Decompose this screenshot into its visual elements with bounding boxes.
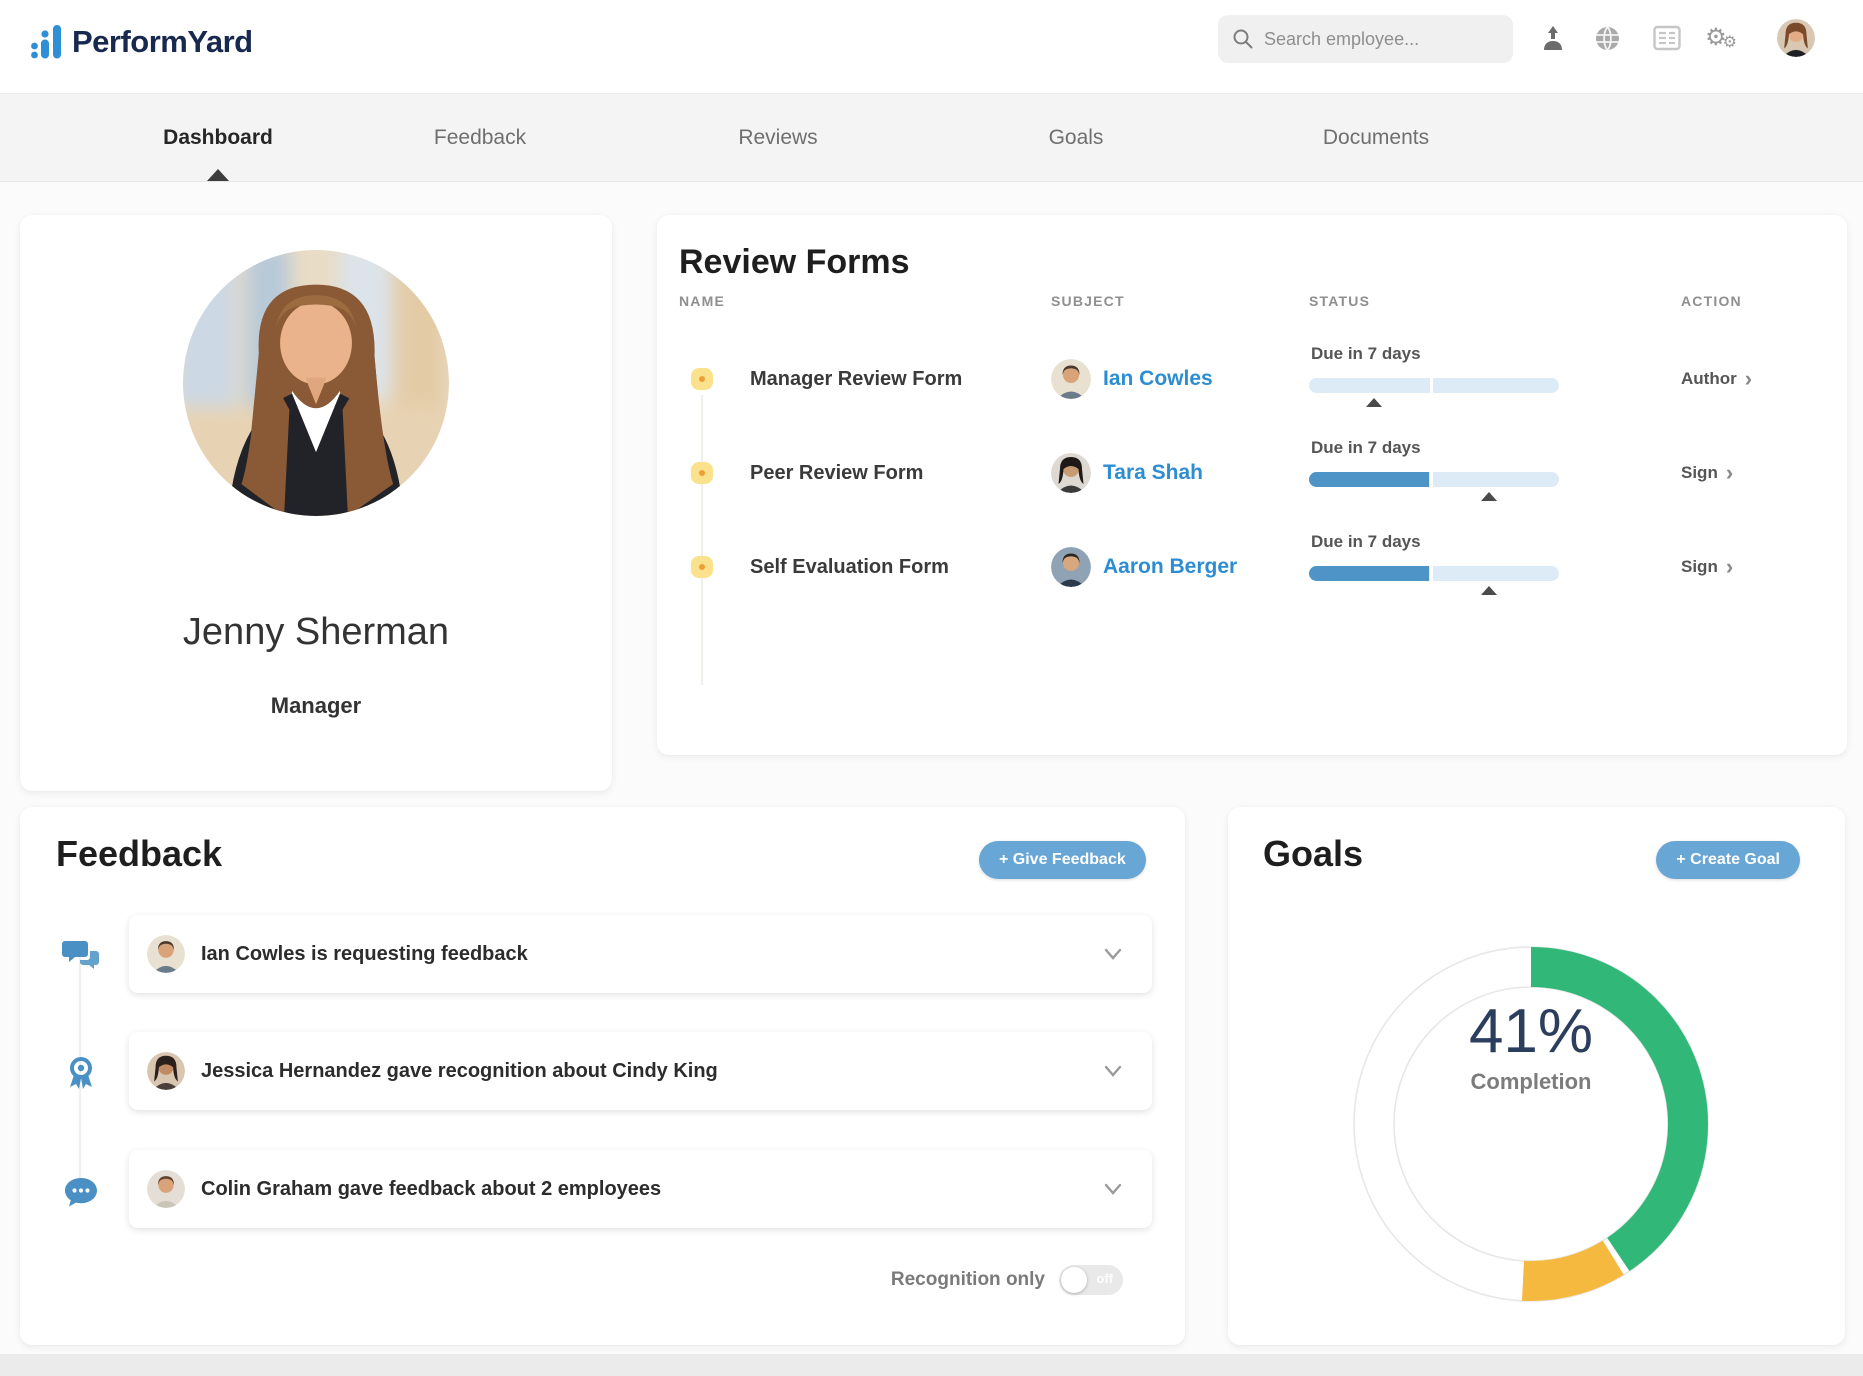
logo-text: PerformYard [72,24,253,59]
avatar [1051,547,1091,587]
profile-role: Manager [270,693,362,718]
progress-bar [1309,472,1559,487]
column-header-action: ACTION [1681,293,1742,309]
action-sign[interactable]: Sign › [1681,554,1734,579]
search-input[interactable] [1264,28,1494,50]
chevron-right-icon: › [1725,460,1734,485]
recognition-only-toggle[interactable]: off [1059,1265,1123,1295]
create-goal-button[interactable]: + Create Goal [1656,841,1800,879]
feedback-title: Feedback [56,833,223,874]
review-forms-card: Review Forms NAME SUBJECT STATUS ACTION … [657,215,1847,755]
subject-link[interactable]: Aaron Berger [1103,555,1238,578]
review-forms-title: Review Forms [679,243,910,281]
chevron-down-icon[interactable] [1104,948,1122,960]
chevron-down-icon[interactable] [1104,1183,1122,1195]
user-avatar[interactable] [1777,19,1815,57]
form-name: Manager Review Form [750,367,963,390]
review-form-row: Self Evaluation Form Aaron Berger Due in… [657,528,1847,622]
form-name: Peer Review Form [750,461,924,484]
bar-chart-logo-icon [31,25,61,59]
form-name: Self Evaluation Form [750,555,949,578]
progress-bar [1309,378,1559,393]
timeline-line [79,952,81,1192]
avatar [1051,453,1091,493]
avatar [147,1170,185,1208]
timeline-dot-icon [691,556,713,578]
profile-card: Jenny Sherman Manager [20,215,612,791]
action-author[interactable]: Author › [1681,366,1753,391]
progress-marker-icon [1481,492,1497,501]
timeline-line [701,395,703,685]
tab-goals[interactable]: Goals [1048,125,1104,149]
goals-card: Goals + Create Goal 41% Completion [1228,807,1845,1345]
avatar [1051,359,1091,399]
column-header-subject: SUBJECT [1051,293,1125,309]
review-form-row: Peer Review Form Tara Shah Due in 7 days… [657,434,1847,528]
globe-icon[interactable] [1591,22,1623,54]
recognition-award-icon [62,1055,100,1093]
tab-reviews[interactable]: Reviews [738,125,818,149]
feedback-text: Jessica Hernandez gave recognition about… [201,1059,718,1082]
page-bottom-band [0,1354,1863,1376]
tab-documents[interactable]: Documents [1322,125,1430,149]
tab-dashboard[interactable]: Dashboard [163,125,273,149]
donut-inprogress-segment [1354,947,1708,1301]
timeline-dot-icon [691,368,713,390]
progress-marker-icon [1366,398,1382,407]
chevron-down-icon[interactable] [1104,1065,1122,1077]
search-icon [1233,29,1253,49]
progress-bar [1309,566,1559,581]
feedback-item-recognition[interactable]: Jessica Hernandez gave recognition about… [129,1032,1152,1110]
list-icon[interactable] [1651,22,1683,54]
performyard-logo[interactable]: PerformYard [30,24,253,60]
due-label: Due in 7 days [1311,344,1421,363]
chevron-right-icon: › [1725,554,1734,579]
progress-marker-icon [1481,586,1497,595]
recognition-only-label: Recognition only [890,1269,1045,1290]
settings-gears-icon[interactable]: ⚙ ⚙ [1705,24,1737,51]
progress-fill [1309,472,1429,487]
goals-donut-chart: 41% Completion [1331,924,1731,1324]
avatar [147,1052,185,1090]
profile-name: Jenny Sherman [182,611,450,653]
column-header-status: STATUS [1309,293,1371,309]
due-label: Due in 7 days [1311,532,1421,551]
progress-divider [1430,378,1434,393]
profile-photo [183,250,449,516]
chat-bubbles-icon [62,935,100,973]
tab-feedback[interactable]: Feedback [433,125,527,149]
donut-inner-outline [1393,986,1669,1262]
feedback-text: Ian Cowles is requesting feedback [201,942,528,965]
donut-complete-segment [1354,947,1708,1301]
main-nav: Dashboard Feedback Reviews Goals Documen… [0,93,1863,182]
feedback-item-request[interactable]: Ian Cowles is requesting feedback [129,915,1152,993]
avatar [147,935,185,973]
column-header-name: NAME [679,293,726,309]
feedback-text: Colin Graham gave feedback about [201,1177,542,1200]
toggle-knob [1061,1267,1087,1293]
progress-divider [1430,472,1434,487]
due-label: Due in 7 days [1311,438,1421,457]
feedback-card: Feedback + Give Feedback Ian Cowles is r… [20,807,1185,1345]
import-employee-icon[interactable] [1537,22,1569,54]
action-sign[interactable]: Sign › [1681,460,1734,485]
progress-divider [1430,566,1434,581]
subject-link[interactable]: Ian Cowles [1103,367,1213,390]
speech-ellipsis-icon [62,1173,100,1211]
chevron-right-icon: › [1744,366,1753,391]
progress-fill [1309,566,1429,581]
give-feedback-button[interactable]: + Give Feedback [979,841,1146,879]
subject-link[interactable]: Tara Shah [1103,461,1203,484]
recognition-only-control: Recognition only off [891,1265,1123,1295]
toggle-state-label: off [1096,1271,1113,1286]
active-tab-caret-icon [207,169,229,181]
review-form-row: Manager Review Form Ian Cowles Due in 7 … [657,340,1847,434]
goals-title: Goals [1263,833,1364,874]
employee-search[interactable] [1218,15,1513,63]
feedback-item-feedback[interactable]: Colin Graham gave feedback about 2 emplo… [129,1150,1152,1228]
timeline-dot-icon [691,462,713,484]
app-header: PerformYard [0,0,1863,93]
